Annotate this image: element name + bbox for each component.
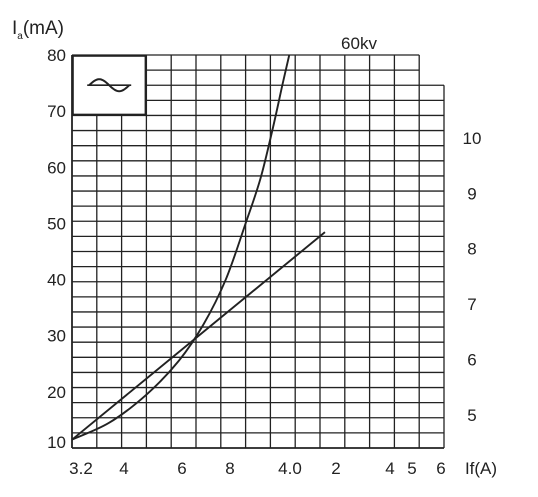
y-tick-label-left: 70 bbox=[47, 102, 66, 121]
y-tick-label-right: 7 bbox=[467, 295, 476, 314]
y-tick-label-right: 5 bbox=[467, 406, 476, 425]
y-tick-label-left: 60 bbox=[47, 158, 66, 177]
y-axis-title-unit: (mA) bbox=[23, 18, 64, 39]
y-tick-label-left: 30 bbox=[47, 327, 66, 346]
chart-grid bbox=[71, 54, 445, 449]
y-axis-title: Ia(mA) bbox=[12, 18, 64, 42]
y-tick-label-right: 6 bbox=[467, 350, 476, 369]
series-line-60kv bbox=[71, 54, 291, 441]
y-tick-label-right: 10 bbox=[463, 129, 482, 148]
y-tick-label-left: 20 bbox=[47, 383, 66, 402]
y-tick-label-left: 50 bbox=[47, 214, 66, 233]
series-line-linear-1 bbox=[71, 231, 326, 441]
series-label: 60kv bbox=[341, 34, 377, 53]
y-axis-title-sub: a bbox=[17, 31, 23, 42]
x-tick-label: 3.2 bbox=[69, 459, 93, 478]
x-tick-label: 4 bbox=[119, 459, 128, 478]
y-tick-label-left: 40 bbox=[47, 271, 66, 290]
y-axis-title-main: I bbox=[12, 18, 17, 39]
legend-box bbox=[72, 55, 147, 116]
x-tick-label: 4 bbox=[385, 459, 394, 478]
x-axis-title: If(A) bbox=[465, 459, 497, 478]
x-tick-label: 5 bbox=[407, 459, 416, 478]
y-tick-label-right: 9 bbox=[467, 184, 476, 203]
y-tick-label-left: 80 bbox=[47, 46, 66, 65]
x-tick-label: 4.0 bbox=[278, 459, 302, 478]
x-tick-label: 8 bbox=[225, 459, 234, 478]
chart-curves bbox=[71, 54, 326, 441]
x-tick-label: 6 bbox=[177, 459, 186, 478]
x-tick-label: 2 bbox=[331, 459, 340, 478]
y-tick-label-left: 10 bbox=[47, 433, 66, 452]
x-tick-label: 6 bbox=[436, 459, 445, 478]
y-tick-label-right: 8 bbox=[467, 240, 476, 259]
